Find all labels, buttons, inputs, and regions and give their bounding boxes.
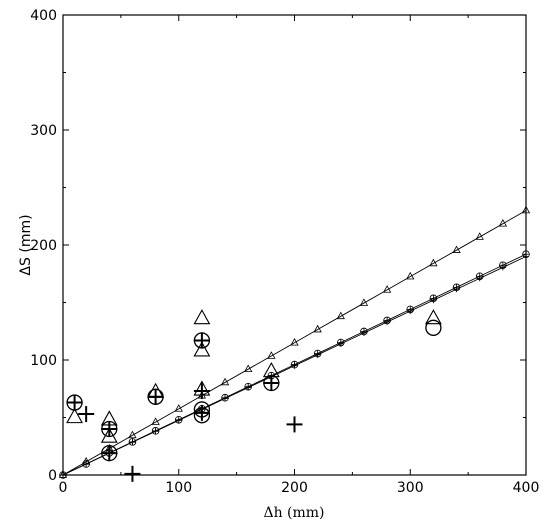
data-point: [124, 465, 141, 482]
triangle-marker: [151, 417, 160, 425]
data-point: [453, 286, 460, 293]
data-point: [193, 341, 211, 357]
triangle-marker: [290, 338, 299, 346]
data-point: [151, 417, 160, 425]
data-point: [128, 430, 137, 439]
data-point: [66, 394, 83, 411]
data-marks: [58, 205, 531, 482]
x-tick-label: 100: [165, 480, 192, 496]
triangle-marker: [267, 351, 276, 359]
x-tick-label: 200: [281, 480, 308, 496]
triangle-marker: [429, 258, 438, 267]
y-tick-label: 100: [30, 353, 57, 369]
data-point: [245, 384, 252, 391]
data-point: [220, 377, 230, 386]
data-point: [406, 271, 415, 280]
data-point: [267, 351, 276, 359]
ticks: 0 100 200 300 400 0 100 200 300 400: [30, 8, 539, 496]
data-point: [336, 311, 345, 320]
data-point: [78, 406, 95, 423]
triangle-marker: [193, 309, 211, 325]
data-point: [499, 264, 506, 271]
data-point: [359, 298, 369, 306]
y-axis-title: ΔS (mm): [18, 214, 34, 275]
data-point: [83, 461, 90, 468]
y-tick-label: 0: [48, 468, 57, 484]
y-tick-label: 400: [30, 8, 57, 24]
data-point: [101, 445, 118, 462]
triangle-marker: [313, 324, 322, 333]
data-point: [430, 297, 437, 304]
triangle-marker: [359, 298, 369, 306]
data-point: [382, 285, 392, 293]
triangle-marker: [521, 205, 531, 214]
data-point: [313, 324, 322, 333]
data-point: [523, 253, 529, 260]
x-tick-label: 300: [397, 480, 424, 496]
series-lines: [62, 210, 527, 476]
data-point: [66, 407, 84, 424]
triangle-marker: [406, 271, 415, 280]
data-point: [222, 395, 229, 402]
data-point: [452, 245, 461, 253]
data-point: [476, 275, 483, 282]
data-point: [174, 404, 183, 412]
data-point: [475, 232, 484, 240]
data-point: [193, 383, 210, 400]
data-point: [193, 404, 210, 421]
data-point: [101, 421, 118, 437]
y-tick-label: 300: [30, 123, 57, 139]
data-point: [175, 417, 182, 424]
x-axis-title: Δh (mm): [263, 505, 324, 521]
data-point: [425, 319, 442, 336]
data-point: [424, 309, 442, 325]
data-point: [498, 218, 508, 227]
plot-frame-group: [62, 14, 527, 476]
data-point: [286, 416, 303, 433]
triangle-marker: [244, 364, 253, 372]
triangle-marker: [498, 218, 508, 227]
data-point: [244, 364, 253, 372]
data-point: [314, 351, 321, 358]
triangle-marker: [336, 311, 345, 320]
data-point: [60, 472, 66, 478]
x-tick-label: 400: [513, 480, 540, 496]
plot-frame: [62, 14, 527, 476]
data-point: [384, 319, 391, 326]
data-point: [521, 205, 531, 214]
data-point: [152, 428, 159, 435]
data-point: [263, 375, 280, 391]
triangle-marker: [475, 232, 484, 240]
triangle-marker: [174, 404, 183, 412]
triangle-marker: [424, 309, 442, 325]
triangle-marker: [193, 341, 211, 357]
triangle-marker: [66, 407, 84, 424]
data-point: [193, 309, 211, 325]
data-point: [147, 388, 164, 405]
triangle-marker: [382, 285, 392, 293]
x-tick-label: 0: [59, 480, 68, 496]
data-point: [429, 258, 438, 267]
data-point: [337, 340, 344, 347]
data-point: [129, 439, 136, 446]
data-point: [193, 332, 210, 349]
data-point: [291, 362, 298, 369]
triangle-marker: [220, 377, 230, 386]
series-line: [62, 210, 527, 476]
data-point: [407, 308, 414, 315]
triangle-marker: [128, 430, 137, 439]
data-point: [290, 338, 299, 346]
triangle-marker: [452, 245, 461, 253]
circle-marker: [425, 319, 442, 336]
data-point: [360, 329, 367, 336]
y-tick-label: 200: [30, 238, 57, 254]
